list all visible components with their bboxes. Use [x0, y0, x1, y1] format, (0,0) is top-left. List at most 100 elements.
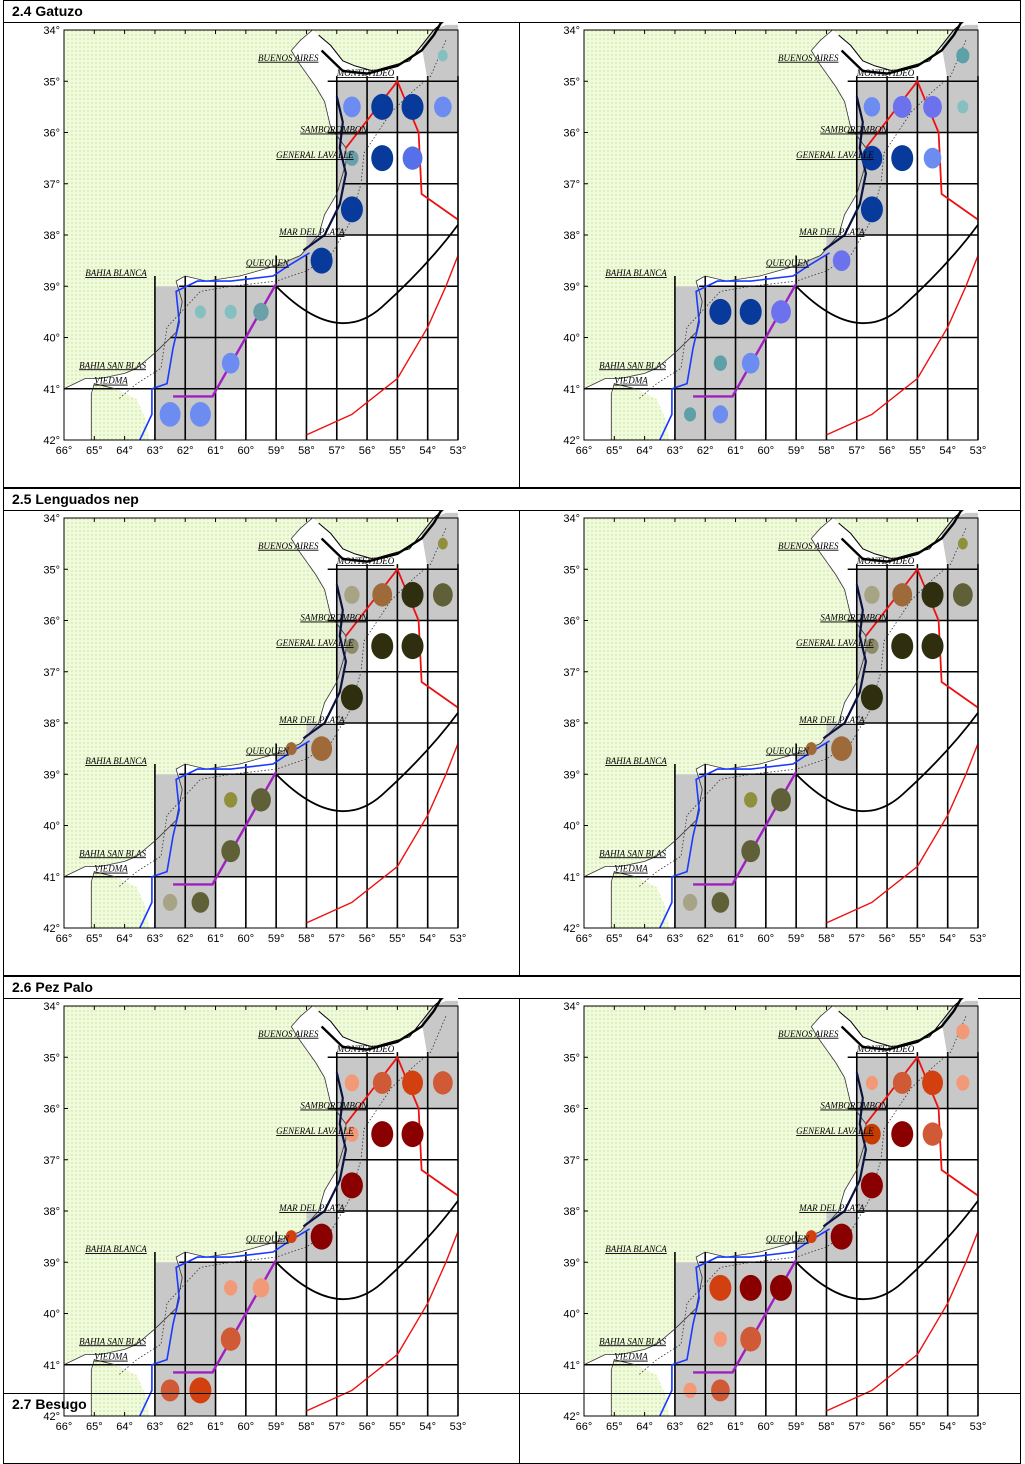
place-label: MAR DEL PLATA	[278, 715, 345, 725]
catch-dot	[860, 684, 883, 711]
catch-dot	[220, 1327, 241, 1351]
catch-dot	[683, 1382, 697, 1399]
catch-dot	[713, 355, 727, 371]
place-label: QUEQUEN	[246, 258, 290, 268]
shelf-break-line	[826, 255, 979, 436]
place-label: BAHIA BLANCA	[85, 756, 147, 766]
lat-tick-label: 41°	[43, 384, 60, 396]
catch-dot	[744, 792, 758, 808]
catch-dot	[344, 585, 360, 604]
catch-dot	[159, 402, 181, 427]
place-label: MAR DEL PLATA	[798, 715, 865, 725]
lon-tick-label: 61°	[207, 933, 224, 945]
place-label: QUEQUEN	[766, 258, 810, 268]
catch-dot	[922, 1122, 943, 1146]
lon-tick-label: 61°	[207, 445, 224, 457]
place-label: MONTEVIDEO	[336, 556, 395, 566]
lat-tick-label: 38°	[563, 1206, 580, 1218]
lon-tick-label: 64°	[636, 1421, 653, 1433]
lon-tick-label: 53°	[450, 1421, 467, 1433]
lon-tick-label: 62°	[177, 933, 194, 945]
purple-limit	[173, 771, 278, 886]
lon-tick-label: 57°	[328, 933, 345, 945]
catch-dot	[191, 891, 210, 913]
lon-tick-label: 65°	[86, 445, 103, 457]
lon-tick-label: 58°	[298, 445, 315, 457]
lon-tick-label: 66°	[56, 445, 73, 457]
zone-arc	[275, 712, 459, 813]
catch-dot	[371, 633, 394, 660]
lat-tick-label: 40°	[43, 333, 60, 345]
lat-tick-label: 36°	[563, 616, 580, 628]
catch-dot	[865, 638, 879, 654]
catch-dot	[160, 1379, 180, 1402]
lon-tick-label: 60°	[238, 445, 255, 457]
place-label: QUEQUEN	[246, 1234, 290, 1244]
catch-dot	[892, 95, 912, 118]
catch-dot	[401, 1121, 424, 1148]
place-label: VIEDMA	[614, 1352, 648, 1362]
lon-tick-label: 58°	[818, 1421, 835, 1433]
lon-tick-label: 58°	[298, 933, 315, 945]
lon-tick-label: 58°	[818, 933, 835, 945]
map-panel-right: BUENOS AIRES MONTEVIDEO SAMBOROMBON GENERAL…	[519, 998, 1021, 1464]
place-label: SAMBOROMBON	[300, 1101, 368, 1111]
catch-dot	[189, 402, 211, 427]
lat-tick-label: 39°	[563, 1257, 580, 1269]
catch-dot	[344, 1074, 360, 1092]
lon-tick-label: 53°	[970, 445, 987, 457]
lon-tick-label: 59°	[268, 1421, 285, 1433]
catch-dot	[830, 1223, 853, 1250]
catch-dot	[343, 96, 361, 118]
lat-tick-label: 35°	[43, 76, 60, 88]
river-line	[139, 740, 310, 929]
lat-tick-label: 41°	[563, 384, 580, 396]
lat-tick-label: 38°	[563, 718, 580, 730]
lon-tick-label: 63°	[147, 1421, 164, 1433]
place-labels: BUENOS AIRES MONTEVIDEO SAMBOROMBON GENERAL…	[599, 541, 915, 874]
shelf-break-line	[826, 743, 979, 924]
catch-dot	[892, 1071, 912, 1094]
place-labels: BUENOS AIRES MONTEVIDEO SAMBOROMBON GENERAL…	[599, 1029, 915, 1362]
catch-dot	[770, 1274, 792, 1301]
lon-tick-label: 59°	[788, 445, 805, 457]
lon-tick-label: 62°	[697, 933, 714, 945]
catch-dot	[864, 585, 880, 604]
shelf-break-line	[306, 255, 459, 436]
section-header: 2.6 Pez Palo	[3, 976, 1021, 998]
zone-arc	[795, 1200, 979, 1301]
section-title: 2.4 Gatuzo	[12, 3, 83, 19]
catch-dot	[224, 792, 238, 808]
lat-tick-label: 40°	[563, 821, 580, 833]
lon-tick-label: 54°	[419, 445, 436, 457]
place-label: BAHIA SAN BLAS	[79, 1336, 146, 1346]
map-plot: BUENOS AIRES MONTEVIDEO SAMBOROMBON GENERAL…	[583, 998, 979, 1417]
lat-tick-label: 39°	[43, 769, 60, 781]
catch-dot	[805, 1230, 817, 1244]
catch-dot	[432, 1071, 453, 1095]
lon-tick-label: 59°	[788, 1421, 805, 1433]
map-panel-right: BUENOS AIRES MONTEVIDEO SAMBOROMBON GENERAL…	[519, 22, 1021, 488]
catch-dot	[252, 1278, 270, 1298]
lat-tick-label: 37°	[563, 179, 580, 191]
catch-dot	[952, 583, 973, 607]
river-line	[659, 252, 830, 441]
lon-tick-label: 60°	[758, 1421, 775, 1433]
catch-dot	[345, 638, 359, 654]
catch-dot	[831, 736, 853, 761]
catch-dots	[159, 49, 452, 427]
catch-dots	[162, 537, 453, 913]
place-label: GENERAL LAVALLE	[276, 150, 354, 160]
lon-tick-label: 62°	[177, 1421, 194, 1433]
catch-dot	[285, 742, 297, 756]
lon-tick-label: 65°	[86, 933, 103, 945]
place-labels: BUENOS AIRES MONTEVIDEO SAMBOROMBON GENERAL…	[79, 541, 395, 874]
catch-dot	[372, 1071, 392, 1094]
lon-tick-label: 61°	[727, 445, 744, 457]
lon-tick-label: 55°	[909, 933, 926, 945]
lon-tick-label: 61°	[727, 933, 744, 945]
purple-limit	[173, 1259, 278, 1374]
catch-dot	[956, 1023, 970, 1040]
section-title: 2.7 Besugo	[12, 1396, 87, 1412]
lon-tick-label: 58°	[818, 445, 835, 457]
